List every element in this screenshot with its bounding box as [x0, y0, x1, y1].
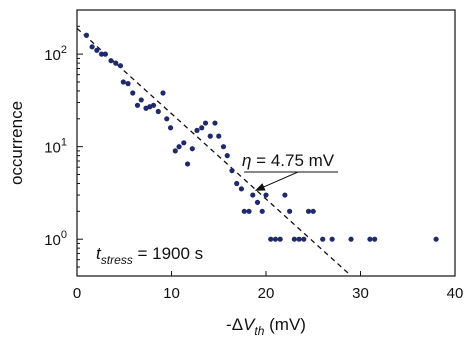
data-point: [367, 236, 373, 242]
data-point: [94, 47, 100, 53]
x-tick-label: 20: [258, 285, 275, 302]
data-point: [117, 63, 124, 69]
data-point: [125, 81, 131, 87]
data-point: [348, 236, 354, 242]
data-point: [138, 97, 144, 103]
data-point: [155, 108, 161, 115]
data-point: [301, 236, 307, 242]
x-tick-label: 40: [447, 285, 464, 302]
stress-value: = 1900 s: [133, 244, 203, 263]
eta-arrow: [254, 171, 299, 191]
data-point: [167, 125, 174, 131]
y-tick-exponent: 1: [61, 137, 67, 149]
data-points: [83, 32, 439, 242]
data-point: [250, 192, 256, 198]
data-point: [433, 236, 439, 242]
data-point: [102, 51, 108, 57]
data-point: [229, 168, 235, 174]
y-tick-base: 10: [44, 232, 61, 249]
fit-line-layer: [76, 27, 350, 275]
data-point: [181, 140, 187, 146]
data-point: [134, 102, 141, 108]
data-point: [241, 208, 247, 214]
y-tick-base: 10: [44, 47, 61, 64]
data-point: [89, 44, 95, 50]
data-point: [184, 161, 191, 167]
y-tick-label: 101: [44, 137, 67, 157]
data-point: [296, 236, 302, 242]
x-axis-label: -ΔVth (mV): [226, 315, 306, 338]
eta-annotation-text: η = 4.75 mV: [242, 151, 335, 170]
data-point: [160, 90, 166, 96]
x-axis-label-unit: (mV): [264, 315, 306, 334]
data-point: [320, 236, 326, 242]
data-point: [176, 144, 182, 150]
data-point: [130, 90, 136, 96]
data-point: [189, 146, 195, 152]
plot-frame: [76, 9, 456, 277]
eta-symbol: η: [242, 151, 251, 170]
x-tick-label: 10: [163, 285, 180, 302]
data-point: [108, 58, 114, 64]
data-point: [194, 127, 200, 133]
stress-var: t: [96, 244, 102, 263]
y-tick-label: 102: [44, 44, 67, 64]
x-tick-label: 0: [73, 285, 81, 302]
data-point: [287, 208, 293, 214]
x-tick-label: 30: [352, 285, 369, 302]
x-axis-label-sub: th: [254, 324, 264, 338]
data-point: [212, 120, 218, 126]
data-point: [372, 236, 378, 242]
stress-sub: stress: [101, 253, 133, 267]
data-point: [83, 32, 90, 38]
data-point: [216, 133, 222, 139]
y-tick-base: 10: [44, 140, 61, 157]
y-axis-label: occurrence: [7, 101, 26, 185]
data-point: [98, 51, 105, 57]
data-point: [272, 236, 279, 242]
eta-annotation: η = 4.75 mV: [242, 151, 338, 191]
x-axis-label-var: V: [243, 315, 256, 334]
y-tick-label: 100: [44, 229, 67, 249]
data-point: [234, 180, 240, 187]
fit-line: [76, 27, 350, 275]
y-tick-exponent: 2: [61, 44, 67, 56]
data-point: [263, 192, 269, 198]
data-point: [220, 144, 227, 150]
data-point: [291, 236, 297, 242]
data-point: [150, 102, 157, 108]
data-point: [113, 60, 119, 66]
data-point: [329, 236, 335, 242]
data-point: [305, 208, 312, 214]
data-point: [310, 208, 316, 214]
stress-annotation: tstress = 1900 s: [96, 244, 203, 267]
x-axis-label-prefix: -Δ: [226, 315, 243, 334]
data-point: [207, 133, 213, 139]
data-point: [277, 236, 283, 242]
data-point: [268, 236, 274, 242]
x-axis-ticks: 0 10 20 30 40: [73, 271, 464, 302]
data-point: [172, 148, 178, 154]
data-point: [238, 186, 245, 192]
y-tick-exponent: 0: [61, 229, 67, 241]
data-point: [164, 116, 170, 122]
eta-value: = 4.75 mV: [251, 151, 334, 170]
data-point: [120, 79, 126, 85]
data-point: [259, 208, 265, 214]
data-point: [199, 125, 205, 131]
data-point: [202, 120, 209, 126]
data-point: [282, 192, 288, 198]
data-point: [246, 208, 252, 214]
data-point: [224, 153, 230, 159]
data-point: [254, 199, 261, 205]
